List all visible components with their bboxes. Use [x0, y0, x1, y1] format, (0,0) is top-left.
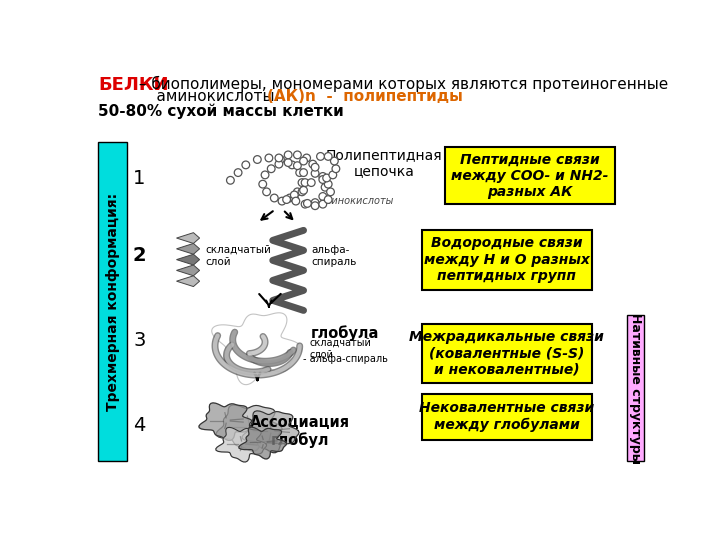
Circle shape: [284, 151, 292, 159]
Circle shape: [324, 180, 332, 188]
Polygon shape: [176, 233, 199, 244]
Circle shape: [324, 153, 332, 160]
Text: Межрадикальные связи
(ковалентные (S-S)
и нековалентные): Межрадикальные связи (ковалентные (S-S) …: [410, 330, 604, 377]
Text: Нековалентные связи
между глобулами: Нековалентные связи между глобулами: [419, 401, 595, 432]
Circle shape: [307, 179, 315, 186]
Polygon shape: [216, 405, 282, 451]
Circle shape: [294, 162, 301, 170]
Text: складчатый
слой: складчатый слой: [310, 338, 372, 360]
Circle shape: [275, 160, 283, 168]
Circle shape: [311, 199, 319, 206]
Circle shape: [304, 200, 311, 207]
Circle shape: [301, 179, 309, 186]
Circle shape: [290, 191, 298, 199]
Circle shape: [296, 168, 304, 177]
Text: БЕЛКИ: БЕЛКИ: [98, 76, 168, 93]
Circle shape: [267, 165, 275, 173]
Text: – биополимеры, мономерами которых являются протеиногенные: – биополимеры, мономерами которых являют…: [134, 76, 668, 92]
Circle shape: [298, 188, 306, 195]
Circle shape: [290, 194, 298, 202]
Text: Трехмерная конформация:: Трехмерная конформация:: [106, 193, 120, 410]
Circle shape: [324, 195, 332, 204]
FancyBboxPatch shape: [627, 315, 644, 461]
Circle shape: [311, 202, 319, 210]
Circle shape: [263, 188, 271, 195]
Text: Нативные структуры: Нативные структуры: [629, 313, 642, 464]
Circle shape: [286, 194, 294, 202]
Circle shape: [317, 153, 324, 160]
Circle shape: [300, 157, 307, 165]
Text: 4: 4: [133, 416, 145, 435]
Circle shape: [288, 161, 296, 169]
Circle shape: [319, 173, 327, 180]
Text: Водородные связи
между H и O разных
пептидных групп: Водородные связи между H и O разных пепт…: [424, 237, 590, 283]
Circle shape: [275, 154, 283, 162]
Text: (АК)n  -  полипептиды: (АК)n - полипептиды: [267, 90, 463, 104]
Circle shape: [300, 168, 307, 177]
Polygon shape: [199, 403, 253, 441]
Text: 3: 3: [133, 331, 145, 350]
Circle shape: [311, 170, 319, 177]
Circle shape: [227, 177, 234, 184]
Circle shape: [301, 200, 309, 208]
Circle shape: [271, 194, 278, 202]
Circle shape: [234, 168, 242, 177]
Circle shape: [292, 197, 300, 205]
Text: Пептидные связи
между COO- и NH2-
разных АК: Пептидные связи между COO- и NH2- разных…: [451, 152, 608, 199]
Polygon shape: [239, 427, 287, 459]
FancyBboxPatch shape: [422, 230, 592, 289]
Circle shape: [300, 186, 307, 194]
Circle shape: [329, 171, 337, 179]
Text: глобула: глобула: [311, 325, 379, 341]
Text: аминокислоты.: аминокислоты.: [98, 90, 279, 104]
Circle shape: [327, 188, 334, 195]
Circle shape: [303, 154, 310, 162]
Text: 50-80% сухой массы клетки: 50-80% сухой массы клетки: [98, 103, 343, 119]
Circle shape: [321, 184, 329, 191]
Circle shape: [319, 176, 327, 184]
Text: складчатый
слой: складчатый слой: [206, 245, 271, 267]
Text: 1: 1: [133, 169, 145, 188]
Circle shape: [278, 197, 286, 205]
Text: аминокислоты: аминокислоты: [319, 195, 395, 206]
Polygon shape: [176, 265, 199, 276]
FancyBboxPatch shape: [445, 147, 615, 204]
Circle shape: [323, 174, 330, 182]
Text: - альфа-спираль: - альфа-спираль: [303, 354, 387, 364]
Circle shape: [330, 157, 338, 165]
Circle shape: [242, 161, 250, 169]
Circle shape: [311, 164, 319, 171]
Polygon shape: [176, 244, 199, 254]
Circle shape: [332, 165, 340, 173]
Text: 2: 2: [132, 246, 146, 265]
Circle shape: [294, 151, 301, 159]
Circle shape: [276, 156, 284, 164]
Text: альфа-
спираль: альфа- спираль: [311, 245, 356, 267]
Circle shape: [298, 179, 306, 186]
Circle shape: [261, 171, 269, 179]
Circle shape: [294, 188, 301, 195]
Circle shape: [283, 195, 290, 204]
FancyBboxPatch shape: [422, 325, 592, 383]
Circle shape: [319, 200, 327, 208]
Circle shape: [259, 180, 266, 188]
Circle shape: [253, 156, 261, 164]
Polygon shape: [176, 254, 199, 265]
Circle shape: [309, 160, 317, 168]
Text: Полипептидная
цепочка: Полипептидная цепочка: [326, 148, 443, 178]
FancyBboxPatch shape: [98, 142, 127, 461]
Text: Ассоциация
глобул: Ассоциация глобул: [250, 415, 350, 448]
Circle shape: [319, 193, 327, 200]
Circle shape: [284, 159, 292, 166]
Polygon shape: [216, 427, 266, 462]
Polygon shape: [242, 411, 299, 453]
Circle shape: [265, 154, 273, 162]
FancyBboxPatch shape: [422, 394, 592, 440]
Polygon shape: [176, 276, 199, 287]
